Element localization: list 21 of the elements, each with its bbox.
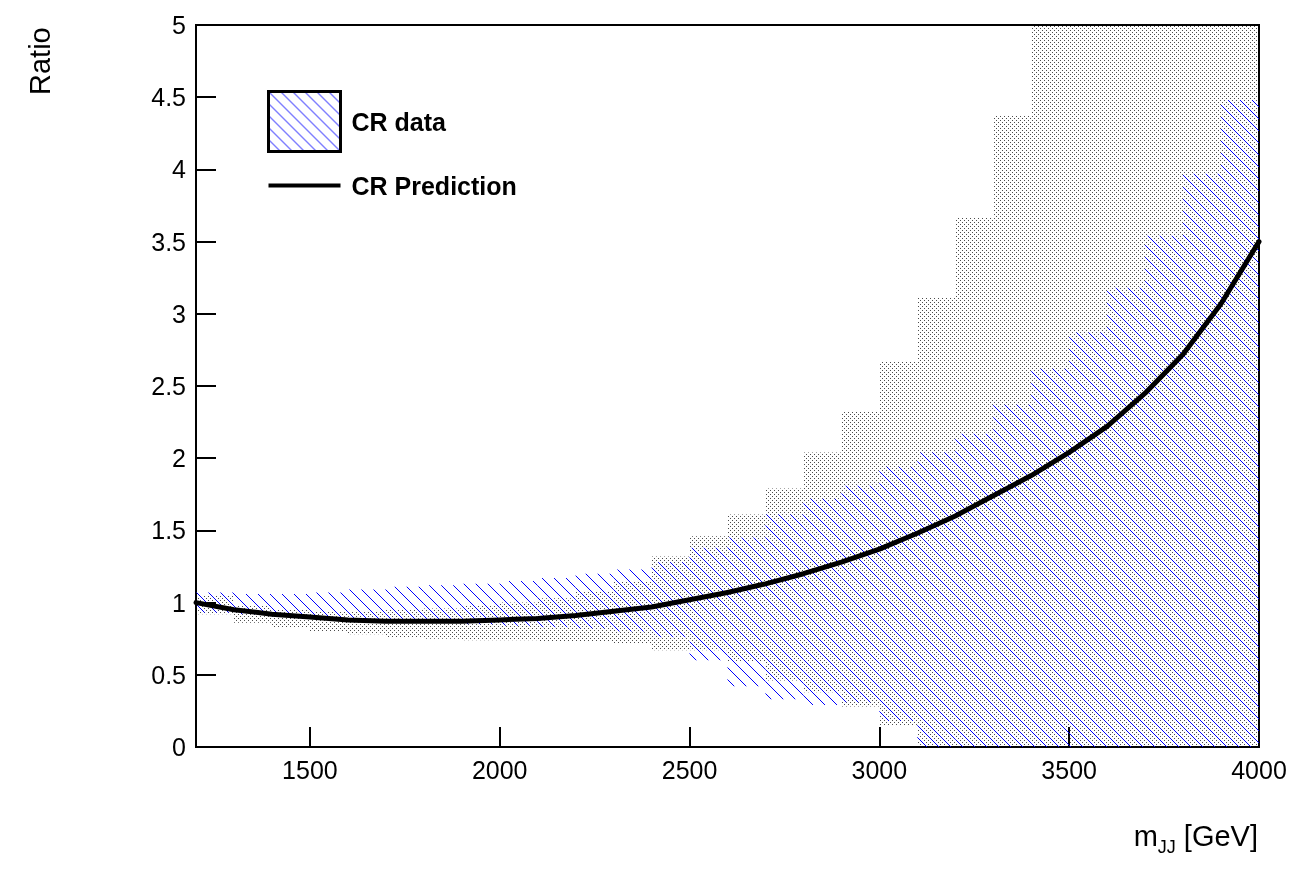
x-tick-label: 4000 — [1231, 755, 1287, 784]
x-axis-title: m$_{JJ}$ [GeV] — [1133, 820, 1258, 857]
y-tick-label: 2.5 — [151, 372, 186, 400]
y-tick-label: 3 — [172, 299, 186, 328]
legend-label: CR Prediction — [351, 171, 517, 200]
x-tick-label: 2000 — [471, 755, 528, 784]
y-tick-label: 2 — [172, 444, 186, 473]
y-tick-label: 5 — [172, 11, 186, 39]
y-tick-label: 1.5 — [151, 516, 186, 545]
x-tick-label: 2500 — [661, 755, 718, 784]
y-tick-label: 4 — [172, 155, 187, 184]
y-tick-label: 4.5 — [151, 83, 186, 112]
y-tick-label: 1 — [172, 588, 186, 617]
y-tick-label: 0 — [172, 733, 186, 761]
y-axis-title: Ratio — [24, 27, 56, 95]
x-tick-label: 1500 — [282, 755, 338, 784]
y-tick-label: 3.5 — [151, 227, 186, 256]
x-tick-label: 3500 — [1041, 755, 1097, 784]
y-tick-label: 0.5 — [151, 660, 186, 689]
x-tick-label: 3000 — [851, 755, 908, 784]
legend-label: CR data — [351, 107, 448, 136]
